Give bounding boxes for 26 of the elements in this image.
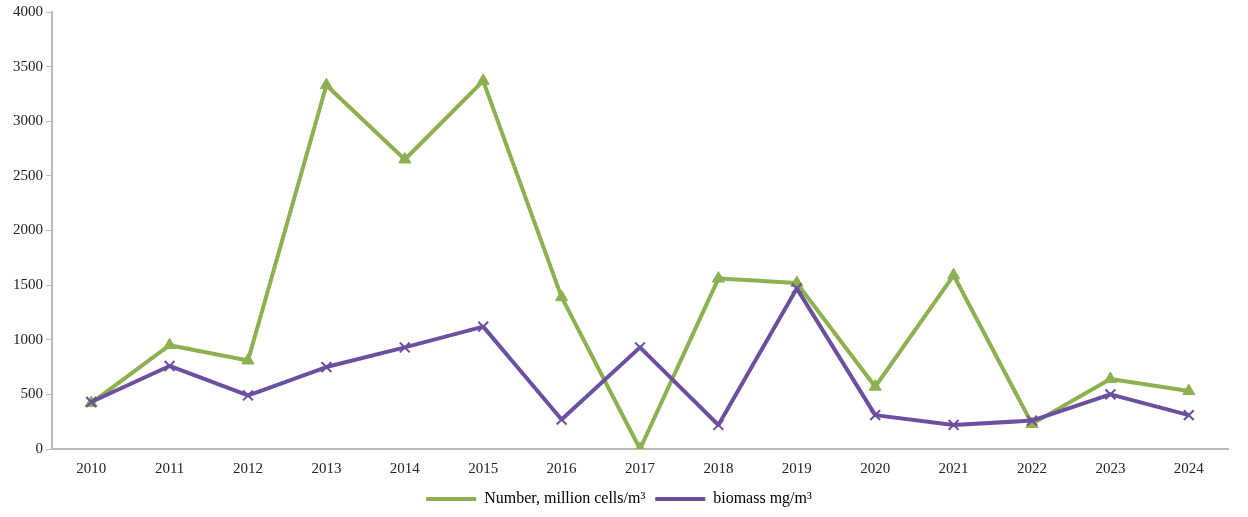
x-tick-label: 2020 [860,459,891,476]
y-tick-label: 2000 [13,221,43,238]
x-tick-label: 2010 [76,459,107,476]
x-tick-label: 2015 [468,459,499,476]
y-tick-label: 3500 [13,57,43,74]
legend-label: biomass mg/m³ [713,489,812,508]
legend-label: Number, million cells/m³ [484,489,646,507]
x-tick-label: 2022 [1017,459,1047,476]
y-tick-label: 2500 [13,166,43,183]
x-tick-label: 2017 [625,459,656,476]
x-tick-label: 2011 [154,459,185,476]
x-tick-label: 2021 [938,459,969,476]
y-tick-label: 1000 [13,330,43,347]
x-tick-label: 2019 [781,459,812,476]
y-tick-label: 0 [35,439,43,456]
y-tick-label: 4000 [13,2,43,19]
x-tick-label: 2023 [1095,459,1126,476]
x-tick-label: 2012 [233,459,263,476]
y-tick-label: 500 [20,385,43,402]
y-tick-label: 3000 [13,112,43,129]
y-tick-label: 1500 [13,276,43,293]
x-tick-label: 2014 [389,459,421,476]
x-tick-label: 2013 [311,459,342,476]
x-tick-label: 2024 [1173,459,1205,476]
x-tick-label: 2018 [703,459,734,476]
x-tick-label: 2016 [546,459,578,476]
